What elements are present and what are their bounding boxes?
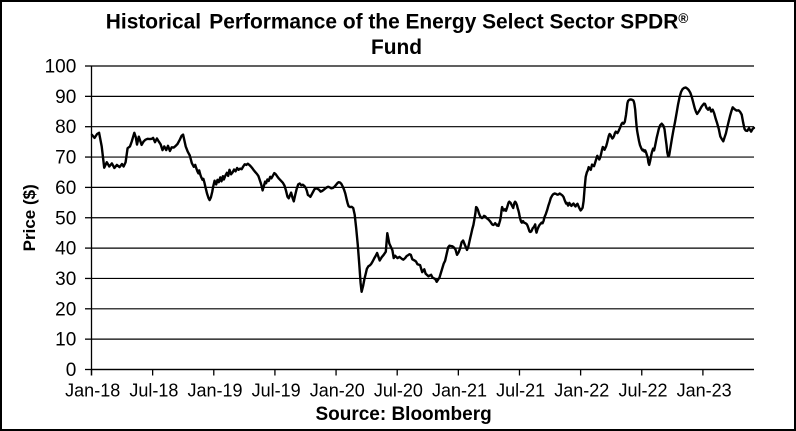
svg-text:40: 40: [55, 239, 76, 260]
svg-text:50: 50: [55, 208, 76, 229]
svg-text:Fund: Fund: [371, 36, 422, 59]
svg-text:60: 60: [55, 178, 76, 199]
svg-text:Source: Bloomberg: Source: Bloomberg: [315, 404, 491, 425]
svg-text:Jan-21: Jan-21: [432, 381, 487, 401]
svg-text:Jan-18: Jan-18: [65, 381, 120, 401]
svg-text:Jul-18: Jul-18: [129, 381, 178, 401]
svg-text:80: 80: [55, 117, 76, 138]
svg-text:70: 70: [55, 148, 76, 169]
svg-text:30: 30: [55, 269, 76, 290]
svg-text:90: 90: [55, 87, 76, 108]
svg-text:Price ($): Price ($): [20, 184, 39, 251]
svg-text:Jul-21: Jul-21: [496, 381, 545, 401]
svg-text:Jan-20: Jan-20: [310, 381, 365, 401]
svg-text:10: 10: [55, 330, 76, 351]
svg-text:Jul-20: Jul-20: [374, 381, 423, 401]
svg-text:20: 20: [55, 299, 76, 320]
svg-text:0: 0: [66, 360, 77, 381]
svg-text:Jan-22: Jan-22: [554, 381, 609, 401]
svg-text:Jul-19: Jul-19: [252, 381, 301, 401]
svg-text:Jul-22: Jul-22: [618, 381, 667, 401]
svg-text:100: 100: [45, 57, 77, 78]
svg-text:Jan-19: Jan-19: [187, 381, 242, 401]
svg-text:Historical Performance of the: Historical Performance of the Energy Sel…: [106, 11, 689, 34]
svg-text:Jan-23: Jan-23: [677, 381, 732, 401]
